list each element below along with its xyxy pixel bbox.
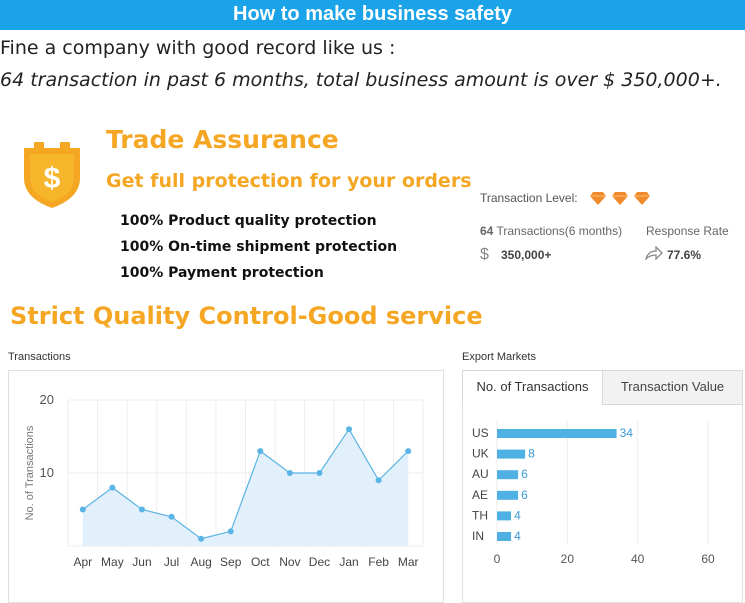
x-tick-label: Sep — [220, 555, 242, 569]
transaction-level-label: Transaction Level: — [480, 191, 578, 205]
data-point — [316, 470, 323, 476]
x-tick-label: 20 — [561, 552, 575, 566]
data-point — [375, 477, 382, 484]
data-label: 8 — [528, 447, 535, 461]
x-tick-label: Oct — [251, 555, 270, 569]
export-tabs: No. of Transactions Transaction Value — [462, 370, 743, 405]
intro-line-1: Fine a company with good record like us … — [0, 37, 396, 59]
share-arrow-icon — [645, 246, 663, 260]
trade-assurance-shield-icon: $ — [24, 142, 80, 208]
export-markets-label: Export Markets — [462, 351, 536, 363]
data-point — [198, 535, 205, 542]
data-point — [168, 513, 175, 520]
x-tick-label: Mar — [398, 555, 419, 569]
x-tick-label: 40 — [631, 552, 645, 566]
x-tick-label: 60 — [701, 552, 715, 566]
data-point — [79, 506, 86, 513]
category-label: IN — [472, 529, 484, 543]
bar — [497, 449, 526, 459]
category-label: US — [472, 426, 489, 440]
diamond-icon — [634, 192, 650, 205]
tab-no-of-transactions[interactable]: No. of Transactions — [462, 370, 603, 404]
intro-line-2: 64 transaction in past 6 months, total b… — [0, 69, 722, 91]
tab-transaction-value[interactable]: Transaction Value — [602, 370, 743, 405]
banner-title: How to make business safety — [0, 0, 745, 30]
protection-item-shipment: 100% On-time shipment protection — [120, 239, 398, 255]
x-tick-label: Feb — [368, 555, 389, 569]
transactions-count: 64 — [480, 224, 494, 238]
area-fill — [82, 429, 409, 546]
diamond-icon — [590, 192, 606, 205]
category-label: AE — [472, 488, 488, 502]
data-point — [286, 470, 293, 476]
data-label: 4 — [514, 508, 521, 522]
y-tick-label: 20 — [40, 392, 54, 407]
x-tick-label: Apr — [73, 555, 92, 569]
bar — [497, 429, 617, 438]
x-tick-label: May — [101, 555, 124, 569]
bar — [497, 511, 512, 521]
x-tick-label: Jul — [164, 555, 179, 569]
protection-item-quality: 100% Product quality protection — [120, 213, 377, 229]
dollar-icon: $ — [480, 246, 489, 263]
category-label: TH — [472, 508, 488, 522]
transactions-chart: 10 20 No. of Transactions Apr May Jun Jul Aug Se… — [24, 392, 424, 569]
x-tick-label: Nov — [279, 555, 300, 569]
data-label: 34 — [620, 426, 634, 440]
quality-headline: Strict Quality Control-Good service — [10, 302, 483, 330]
data-point — [257, 448, 264, 455]
category-label: UK — [472, 447, 489, 461]
x-tick-label: Dec — [309, 555, 330, 569]
x-tick-label: Jun — [132, 555, 151, 569]
data-point — [346, 426, 353, 433]
response-rate-value: 77.6% — [667, 248, 702, 262]
category-label: AU — [472, 467, 489, 481]
transactions-six-months: 64 Transactions(6 months) — [480, 224, 622, 238]
data-point — [227, 528, 234, 535]
data-label: 6 — [521, 467, 528, 481]
business-amount: 350,000+ — [501, 248, 552, 262]
y-axis-title: No. of Transactions — [24, 425, 36, 520]
trade-assurance-subtitle: Get full protection for your orders — [106, 170, 472, 192]
svg-text:$: $ — [44, 162, 61, 195]
bar — [497, 490, 519, 500]
x-tick-label: Aug — [190, 555, 211, 569]
x-tick-label: 0 — [494, 552, 501, 566]
x-tick-label: Jan — [339, 555, 358, 569]
series-line — [82, 428, 409, 540]
protection-item-payment: 100% Payment protection — [120, 265, 324, 281]
data-point — [109, 484, 116, 491]
data-point — [405, 448, 412, 455]
export-markets-panel — [462, 370, 743, 603]
data-label: 4 — [514, 529, 521, 543]
data-point — [138, 506, 145, 513]
trade-assurance-title: Trade Assurance — [106, 125, 339, 154]
diamond-icon — [612, 192, 628, 205]
response-rate-label: Response Rate — [646, 224, 729, 238]
transactions-panel-label: Transactions — [8, 351, 71, 363]
export-markets-chart: 0 20 40 60 US 34 UK 8 AU 6 AE 6 TH 4 IN 4 — [472, 421, 715, 566]
bar — [497, 470, 519, 480]
data-label: 6 — [521, 488, 528, 502]
transactions-suffix: Transactions(6 months) — [496, 224, 623, 238]
bar — [497, 532, 512, 541]
y-tick-label: 10 — [40, 465, 54, 480]
